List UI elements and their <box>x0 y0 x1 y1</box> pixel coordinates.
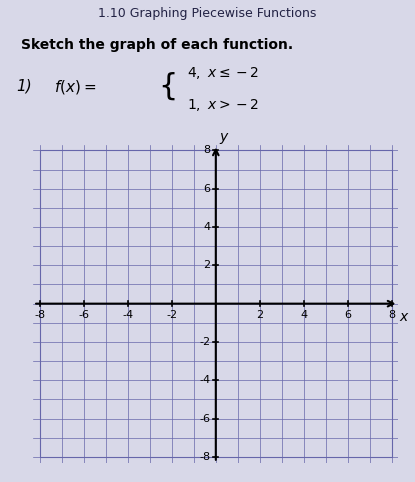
Text: 2: 2 <box>256 310 264 321</box>
Text: -6: -6 <box>78 310 89 321</box>
Text: 4: 4 <box>203 222 210 232</box>
Text: Sketch the graph of each function.: Sketch the graph of each function. <box>21 38 293 52</box>
Text: $\{$: $\{$ <box>158 70 175 102</box>
Text: 6: 6 <box>344 310 352 321</box>
Text: -8: -8 <box>34 310 45 321</box>
Text: -2: -2 <box>199 337 210 347</box>
Text: 2: 2 <box>203 260 210 270</box>
Text: 8: 8 <box>388 310 395 321</box>
Text: $f(x) = $: $f(x) = $ <box>54 78 96 96</box>
Text: -8: -8 <box>199 452 210 462</box>
Text: -6: -6 <box>199 414 210 424</box>
Text: 1): 1) <box>17 78 32 94</box>
Text: y: y <box>219 130 227 144</box>
Text: -2: -2 <box>166 310 177 321</box>
Text: $4,\ x \leq -2$: $4,\ x \leq -2$ <box>187 65 259 81</box>
Text: x: x <box>400 310 408 324</box>
Text: $1,\ x > -2$: $1,\ x > -2$ <box>187 97 259 113</box>
Text: 1.10 Graphing Piecewise Functions: 1.10 Graphing Piecewise Functions <box>98 7 317 20</box>
Text: 4: 4 <box>300 310 308 321</box>
Text: 6: 6 <box>203 184 210 194</box>
Text: 8: 8 <box>203 146 210 155</box>
Text: -4: -4 <box>199 375 210 385</box>
Text: -4: -4 <box>122 310 133 321</box>
